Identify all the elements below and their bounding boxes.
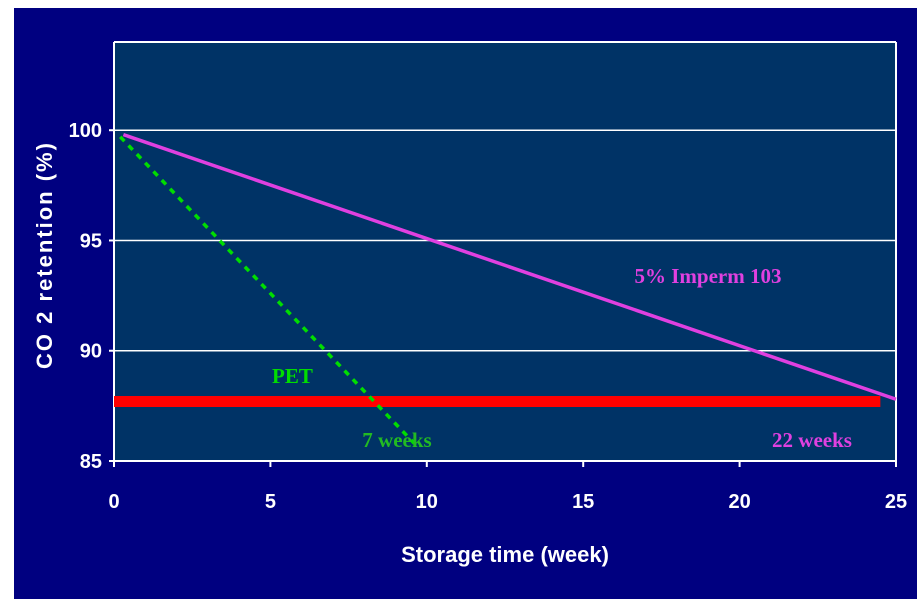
series-line-imperm [122,132,897,401]
x-tick-label: 5 [265,491,276,513]
x-tick-label: 20 [728,491,750,513]
series [118,132,897,445]
x-tick-label: 0 [108,491,119,513]
x-tick-label: 25 [885,491,907,513]
y-axis-label: CO 2 retention (%) [32,141,57,369]
annotation-imperm: 5% Imperm 103 [635,264,782,288]
y-tick-label: 95 [80,230,102,252]
x-axis-label: Storage time (week) [401,542,609,567]
gridlines [114,129,896,352]
annotation-7-weeks: 7 weeks [362,428,431,452]
y-tick-labels: 85 90 95 100 [69,120,102,473]
axes [113,41,897,462]
x-tick-label: 10 [416,491,438,513]
x-tick-label: 15 [572,491,594,513]
annotation-22-weeks: 22 weeks [772,428,852,452]
ticks [109,129,897,467]
plot-area [114,42,896,461]
y-tick-label: 85 [80,451,102,473]
y-tick-label: 100 [69,120,102,142]
annotation-pet: PET [272,364,313,388]
x-tick-labels: 0 5 10 15 20 25 [108,491,907,513]
series-line-pet [118,135,416,445]
y-tick-label: 90 [80,341,102,363]
